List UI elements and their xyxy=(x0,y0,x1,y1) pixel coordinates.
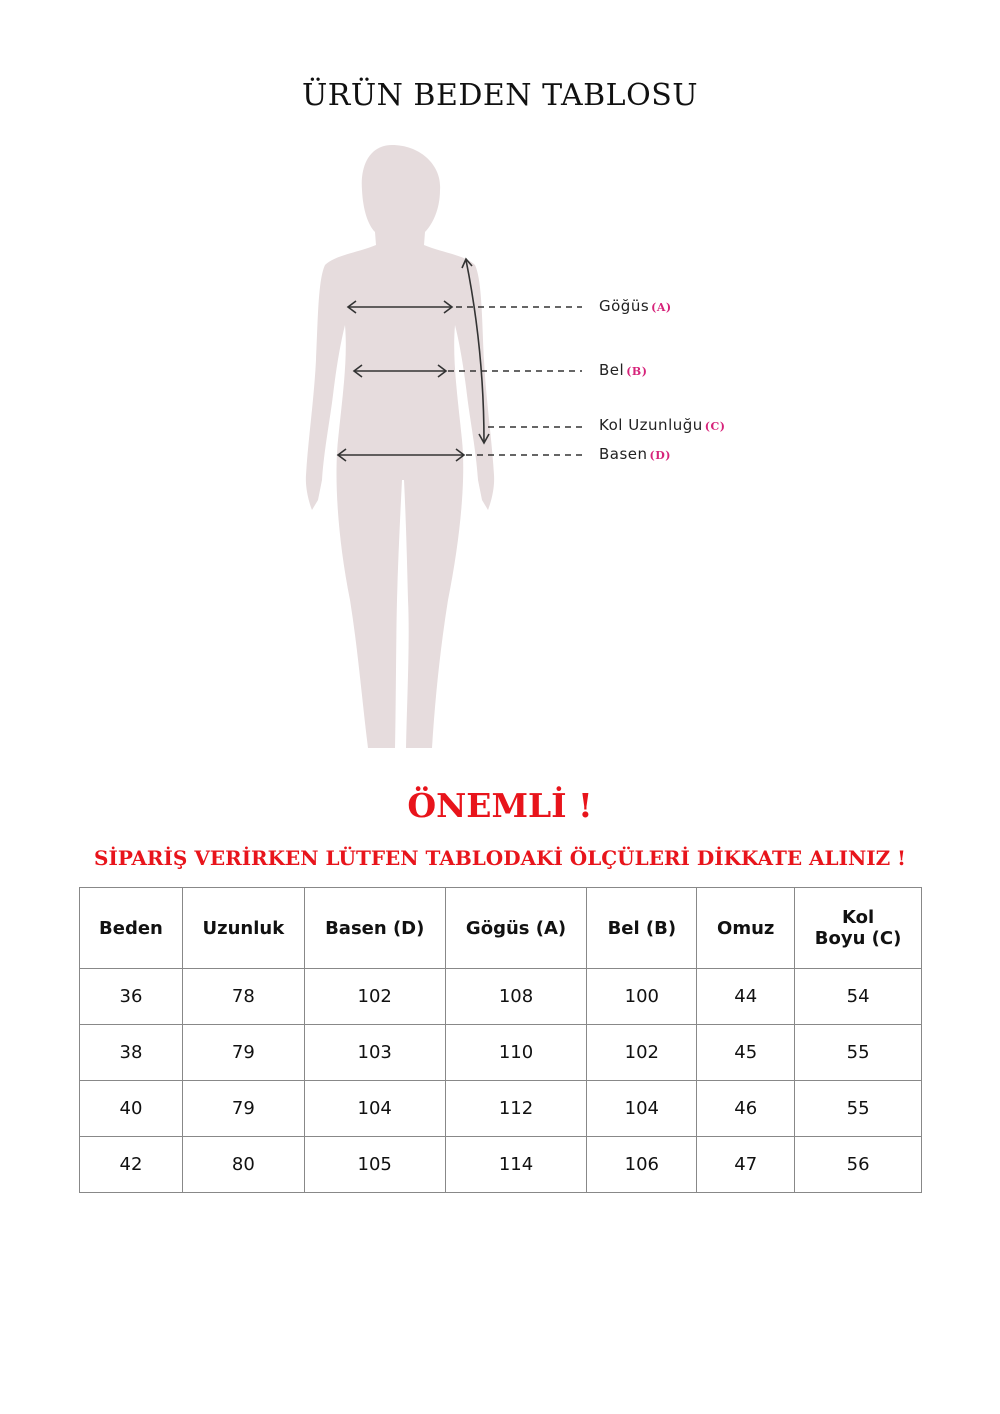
table-cell: 103 xyxy=(303,1024,446,1081)
table-row: 42 80 105 114 106 47 56 xyxy=(79,1136,922,1193)
table-cell: 36 xyxy=(79,968,183,1025)
table-cell: 44 xyxy=(696,968,796,1025)
column-header: Basen (D) xyxy=(303,887,446,969)
table-cell: 106 xyxy=(586,1136,698,1193)
table-header-row: Beden Uzunluk Basen (D) Gögüs (A) Bel (B) Omu… xyxy=(79,887,922,969)
table-cell: 54 xyxy=(794,968,922,1025)
label-code: (D) xyxy=(649,449,671,462)
label-kol-uzunlugu: Kol Uzunluğu (C) xyxy=(599,416,725,434)
table-cell: 46 xyxy=(696,1080,796,1137)
label-bel: Bel (B) xyxy=(599,361,647,379)
column-header: Beden xyxy=(79,887,183,969)
label-code: (C) xyxy=(704,420,726,433)
table-cell: 105 xyxy=(303,1136,446,1193)
size-table: Beden Uzunluk Basen (D) Gögüs (A) Bel (B) Omu… xyxy=(79,887,922,1193)
label-text: Bel xyxy=(599,361,625,379)
label-text: Kol Uzunluğu xyxy=(599,416,703,434)
column-header: Kol Boyu (C) xyxy=(794,887,922,969)
table-row: 38 79 103 110 102 45 55 xyxy=(79,1024,922,1081)
table-cell: 56 xyxy=(794,1136,922,1193)
table-cell: 47 xyxy=(696,1136,796,1193)
table-cell: 110 xyxy=(444,1024,588,1081)
column-header: Omuz xyxy=(696,887,796,969)
table-cell: 45 xyxy=(696,1024,796,1081)
body-silhouette xyxy=(305,145,495,748)
table-cell: 108 xyxy=(444,968,588,1025)
table-cell: 55 xyxy=(794,1024,922,1081)
table-cell: 80 xyxy=(181,1136,305,1193)
table-cell: 78 xyxy=(181,968,305,1025)
label-basen: Basen (D) xyxy=(599,445,671,463)
table-cell: 38 xyxy=(79,1024,183,1081)
label-code: (B) xyxy=(626,365,648,378)
table-cell: 55 xyxy=(794,1080,922,1137)
important-heading: ÖNEMLİ ! xyxy=(407,786,593,825)
table-cell: 114 xyxy=(444,1136,588,1193)
page-title: ÜRÜN BEDEN TABLOSU xyxy=(301,78,699,113)
label-text: Göğüs xyxy=(599,297,650,315)
table-row: 36 78 102 108 100 44 54 xyxy=(79,968,922,1025)
column-header: Uzunluk xyxy=(181,887,305,969)
table-cell: 102 xyxy=(586,1024,698,1081)
column-header: Gögüs (A) xyxy=(444,887,588,969)
table-cell: 79 xyxy=(181,1080,305,1137)
table-row: 40 79 104 112 104 46 55 xyxy=(79,1080,922,1137)
table-cell: 40 xyxy=(79,1080,183,1137)
warning-message: SİPARİŞ VERİRKEN LÜTFEN TABLODAKİ ÖLÇÜLE… xyxy=(94,846,906,870)
table-cell: 112 xyxy=(444,1080,588,1137)
table-cell: 102 xyxy=(303,968,446,1025)
label-gogus: Göğüs (A) xyxy=(599,297,672,315)
table-cell: 104 xyxy=(586,1080,698,1137)
table-cell: 42 xyxy=(79,1136,183,1193)
label-text: Basen xyxy=(599,445,648,463)
body-silhouette-figure xyxy=(305,145,585,748)
table-cell: 100 xyxy=(586,968,698,1025)
column-header: Bel (B) xyxy=(586,887,698,969)
label-code: (A) xyxy=(651,301,672,314)
table-cell: 79 xyxy=(181,1024,305,1081)
table-cell: 104 xyxy=(303,1080,446,1137)
